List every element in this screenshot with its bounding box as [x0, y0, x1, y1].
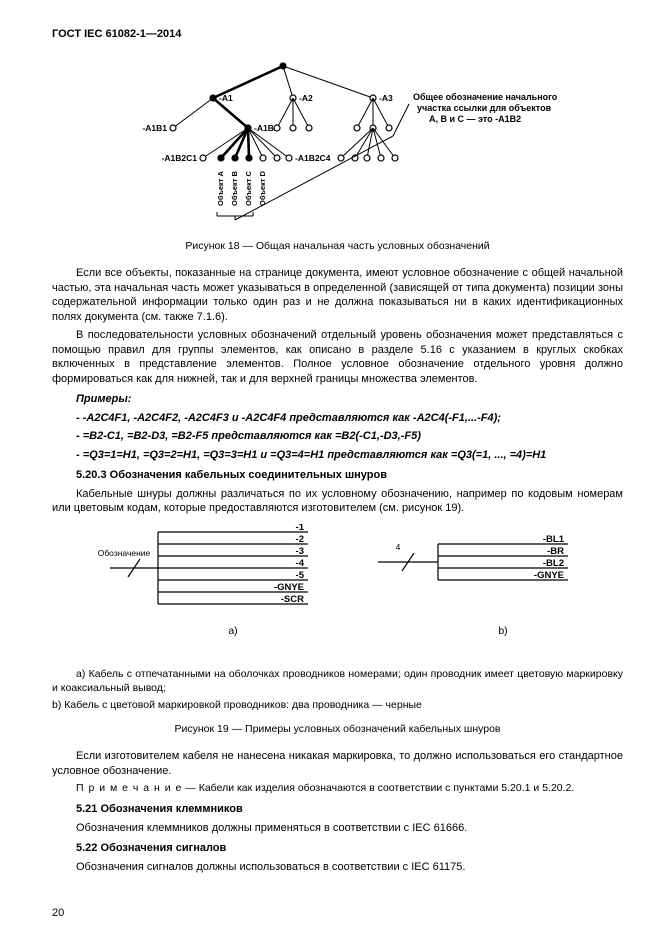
svg-text:-A1B1: -A1B1 — [142, 123, 167, 133]
svg-text:-A1B2C4: -A1B2C4 — [295, 153, 331, 163]
example-3: - =Q3=1=H1, =Q3=2=H1, =Q3=3=H1 и =Q3=4=H… — [52, 448, 623, 463]
section-5-21-para: Обозначения клеммников должны применятьс… — [52, 821, 623, 836]
svg-text:b): b) — [498, 625, 507, 637]
svg-text:-A3: -A3 — [379, 93, 393, 103]
section-5-21-heading: 5.21 Обозначения клеммников — [52, 802, 623, 817]
svg-text:Объект B: Объект B — [230, 170, 239, 206]
svg-text:A, B и C — это -A1B2: A, B и C — это -A1B2 — [429, 114, 521, 124]
paragraph-1: Если все объекты, показанные на странице… — [52, 266, 623, 324]
svg-text:-A2: -A2 — [299, 93, 313, 103]
svg-text:-5: -5 — [295, 570, 304, 581]
svg-text:-GNYE: -GNYE — [533, 570, 563, 581]
figure-18-caption: Рисунок 18 — Общая начальная часть услов… — [52, 240, 623, 252]
figure-19-cables: Обозначение-1-2-3-4-5-GNYE-SCR4-BL1-BR-B… — [78, 524, 598, 664]
svg-text:Объект C: Объект C — [244, 170, 253, 206]
svg-text:a): a) — [228, 625, 237, 637]
svg-text:-BL1: -BL1 — [542, 534, 564, 545]
section-5-22-para: Обозначения сигналов должны использовать… — [52, 860, 623, 875]
paragraph-3: Если изготовителем кабеля не нанесена ни… — [52, 749, 623, 778]
svg-text:-A1B2C1: -A1B2C1 — [161, 153, 197, 163]
svg-text:-BR: -BR — [547, 546, 564, 557]
svg-text:Общее обозначение начального: Общее обозначение начального — [413, 92, 558, 102]
section-5-22-heading: 5.22 Обозначения сигналов — [52, 841, 623, 856]
figure-18-tree: -A1-A2-A3-A1B1-A1B2-A1B2C1-A1B2C4Объект … — [93, 60, 583, 230]
svg-text:Обозначение: Обозначение — [97, 548, 150, 558]
note-1: П р и м е ч а н и е — Кабели как изделия… — [52, 782, 623, 796]
svg-text:-GNYE: -GNYE — [273, 582, 303, 593]
svg-text:-2: -2 — [295, 534, 303, 545]
figure-19-note-a: a) Кабель с отпечатанными на оболочках п… — [52, 668, 623, 696]
svg-text:-A1: -A1 — [219, 93, 233, 103]
svg-text:-BL2: -BL2 — [542, 558, 563, 569]
examples-heading: Примеры: — [52, 392, 623, 407]
svg-text:-4: -4 — [295, 558, 304, 569]
doc-header: ГОСТ IEC 61082-1—2014 — [52, 28, 623, 40]
example-1: - -A2C4F1, -A2C4F2, -A2C4F3 и -A2C4F4 пр… — [52, 411, 623, 426]
svg-text:Объект D: Объект D — [258, 170, 267, 206]
svg-text:-SCR: -SCR — [280, 594, 303, 605]
page-number: 20 — [52, 907, 64, 919]
example-2: - =B2-C1, =B2-D3, =B2-F5 представляются … — [52, 429, 623, 444]
svg-text:участка ссылки для объектов: участка ссылки для объектов — [417, 103, 552, 113]
svg-text:-1: -1 — [295, 524, 304, 533]
section-5-20-3-heading: 5.20.3 Обозначения кабельных соединитель… — [52, 468, 623, 483]
svg-text:-3: -3 — [295, 546, 303, 557]
svg-text:Объект A: Объект A — [216, 170, 225, 206]
figure-19-caption: Рисунок 19 — Примеры условных обозначени… — [52, 723, 623, 735]
figure-19-note-b: b) Кабель с цветовой маркировкой проводн… — [52, 699, 623, 713]
note-1-rest: — Кабели как изделия обозначаются в соот… — [182, 782, 574, 794]
paragraph-2: В последовательности условных обозначени… — [52, 328, 623, 386]
section-5-20-3-para: Кабельные шнуры должны различаться по их… — [52, 487, 623, 516]
note-1-label: П р и м е ч а н и е — [76, 782, 182, 794]
svg-text:4: 4 — [395, 542, 400, 552]
